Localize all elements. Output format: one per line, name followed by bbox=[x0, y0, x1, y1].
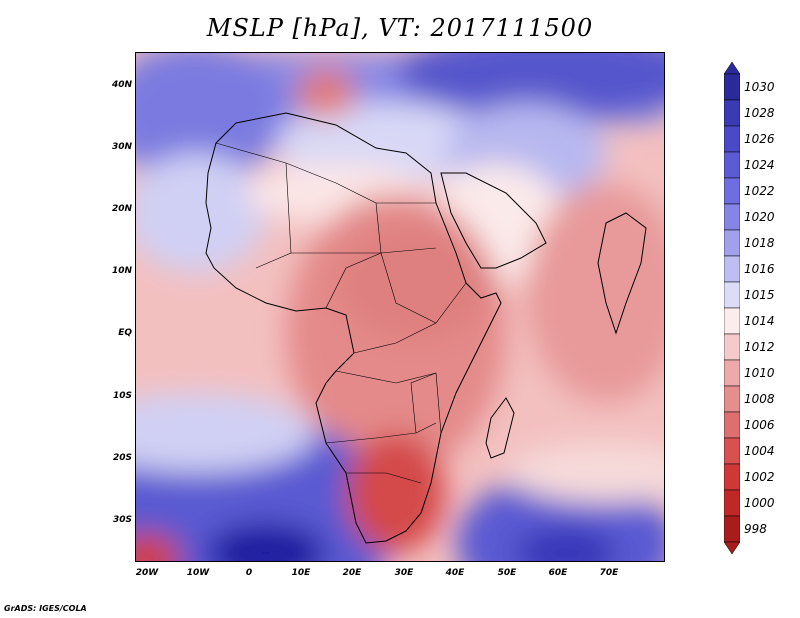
lon-tick-40e: 40E bbox=[445, 568, 465, 578]
lon-tick-10w: 10W bbox=[186, 568, 210, 578]
colorbar-level-label: 1022 bbox=[744, 184, 775, 198]
colorbar-segment bbox=[724, 255, 740, 283]
colorbar-level-label: 1000 bbox=[744, 496, 775, 510]
lon-tick-10e: 10E bbox=[291, 568, 311, 578]
colorbar-segment bbox=[724, 99, 740, 127]
colorbar-level-label: 1006 bbox=[744, 418, 775, 432]
colorbar-level-label: 1012 bbox=[744, 340, 775, 354]
colorbar-level-label: 1004 bbox=[744, 444, 775, 458]
grads-credit: GrADS: IGES/COLA bbox=[4, 604, 87, 613]
colorbar-segment bbox=[724, 203, 740, 231]
colorbar-segment bbox=[724, 125, 740, 153]
lat-tick-20n: 20N bbox=[111, 204, 132, 214]
lon-tick-50e: 50E bbox=[497, 568, 517, 578]
colorbar-level-label: 1026 bbox=[744, 132, 775, 146]
colorbar-segment bbox=[724, 281, 740, 309]
colorbar-level-label: 998 bbox=[744, 522, 767, 536]
colorbar-segment bbox=[724, 307, 740, 335]
colorbar-segment bbox=[724, 411, 740, 439]
colorbar-level-label: 1008 bbox=[744, 392, 775, 406]
lon-tick-70e: 70E bbox=[599, 568, 619, 578]
lon-tick-60e: 60E bbox=[548, 568, 568, 578]
colorbar-level-label: 1015 bbox=[744, 288, 775, 302]
colorbar-top-arrow bbox=[724, 62, 740, 75]
colorbar-segment bbox=[724, 333, 740, 361]
lat-tick-10n: 10N bbox=[111, 266, 132, 276]
colorbar-segment bbox=[724, 229, 740, 257]
colorbar-level-label: 1010 bbox=[744, 366, 775, 380]
colorbar-level-label: 1020 bbox=[744, 210, 775, 224]
lon-tick-0: 0 bbox=[245, 568, 253, 578]
colorbar-bottom-arrow bbox=[724, 541, 740, 554]
lat-tick-20s: 20S bbox=[112, 453, 132, 463]
pressure-map bbox=[135, 52, 665, 562]
coastline bbox=[205, 112, 647, 544]
colorbar-level-label: 1016 bbox=[744, 262, 775, 276]
lon-tick-20e: 20E bbox=[342, 568, 362, 578]
lon-tick-30e: 30E bbox=[394, 568, 414, 578]
map-title: MSLP [hPa], VT: 2017111500 bbox=[206, 14, 594, 42]
colorbar-segment bbox=[724, 489, 740, 517]
colorbar-segment bbox=[724, 73, 740, 101]
pressure-field bbox=[136, 53, 664, 561]
colorbar-segment bbox=[724, 437, 740, 465]
colorbar-segment bbox=[724, 177, 740, 205]
lat-tick-eq: EQ bbox=[118, 328, 132, 338]
lat-tick-10s: 10S bbox=[112, 391, 132, 401]
colorbar-segment bbox=[724, 463, 740, 491]
colorbar-segment bbox=[724, 359, 740, 387]
colorbar-segment bbox=[724, 385, 740, 413]
colorbar bbox=[724, 62, 740, 554]
lat-tick-30s: 30S bbox=[112, 515, 132, 525]
lon-tick-20w: 20W bbox=[135, 568, 159, 578]
colorbar-level-label: 1028 bbox=[744, 106, 775, 120]
colorbar-segment bbox=[724, 151, 740, 179]
colorbar-segment bbox=[724, 515, 740, 543]
colorbar-level-label: 1024 bbox=[744, 158, 775, 172]
lat-tick-40n: 40N bbox=[111, 80, 132, 90]
lat-tick-30n: 30N bbox=[111, 142, 132, 152]
colorbar-level-label: 1002 bbox=[744, 470, 775, 484]
colorbar-level-label: 1014 bbox=[744, 314, 775, 328]
colorbar-level-label: 1018 bbox=[744, 236, 775, 250]
colorbar-level-label: 1030 bbox=[744, 80, 775, 94]
